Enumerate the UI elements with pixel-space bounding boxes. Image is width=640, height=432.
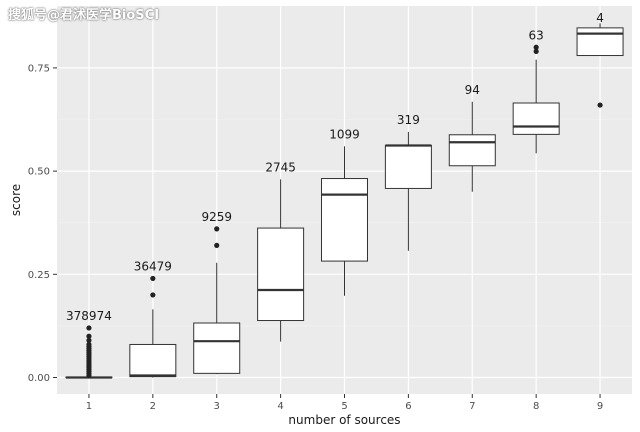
outlier-point	[150, 275, 156, 282]
outlier-point	[150, 292, 156, 298]
y-tick-label: 0.50	[28, 167, 50, 178]
outlier-point	[214, 242, 220, 249]
outlier-point	[86, 325, 92, 331]
count-label-8: 63	[529, 28, 544, 42]
box-6	[384, 131, 432, 251]
box-iqr	[576, 27, 624, 57]
y-tick-label: 0.00	[28, 373, 50, 384]
box-4	[257, 179, 305, 342]
watermark-text: 搜狐号@君沭医学BioSCI	[8, 8, 160, 23]
y-axis-title: score	[9, 184, 23, 216]
count-label-7: 94	[465, 83, 480, 97]
outlier-point	[214, 226, 220, 232]
box-iqr	[448, 134, 496, 167]
count-label-2: 36479	[134, 259, 172, 273]
box-1	[65, 325, 113, 379]
count-labels: 378974 36479 9259 2745 1099 319 94 63 4	[66, 11, 604, 323]
box-5	[321, 146, 368, 296]
box-iqr	[193, 322, 241, 374]
x-tick-label: 1	[86, 401, 92, 412]
outlier-point	[597, 102, 603, 108]
box-7	[448, 101, 496, 192]
count-label-9: 4	[596, 11, 604, 25]
box-iqr	[257, 227, 305, 322]
box-iqr	[321, 178, 368, 262]
x-tick-label: 7	[469, 401, 475, 412]
x-tick-label: 5	[341, 401, 347, 412]
x-tick-label: 3	[214, 401, 220, 412]
box-3	[193, 226, 241, 375]
box-9	[576, 23, 624, 108]
outlier-point	[533, 48, 539, 55]
y-axis: 0.00 0.25 0.50 0.75	[28, 63, 57, 384]
x-tick-label: 2	[150, 401, 156, 412]
x-tick-label: 9	[597, 401, 603, 412]
outlier-point	[86, 341, 92, 348]
x-axis: 1 2 3 4 5 6 7 8 9	[86, 394, 603, 412]
box-iqr	[384, 145, 432, 189]
box-8	[512, 44, 560, 154]
count-label-4: 2745	[265, 160, 296, 174]
outlier-point	[533, 44, 539, 50]
x-axis-title: number of sources	[288, 413, 400, 427]
y-tick-label: 0.25	[28, 270, 50, 281]
outlier-point	[86, 337, 92, 343]
box-series	[65, 23, 624, 379]
y-tick-label: 0.75	[28, 63, 50, 74]
count-label-5: 1099	[329, 127, 360, 141]
x-tick-label: 8	[533, 401, 539, 412]
count-label-6: 319	[397, 113, 420, 127]
count-label-3: 9259	[201, 210, 232, 224]
x-tick-label: 6	[405, 401, 411, 412]
x-tick-label: 4	[277, 401, 283, 412]
box-iqr	[129, 343, 177, 378]
outlier-point	[86, 333, 92, 339]
box-iqr	[512, 102, 560, 135]
count-label-1: 378974	[66, 309, 112, 323]
box-2	[129, 275, 177, 378]
